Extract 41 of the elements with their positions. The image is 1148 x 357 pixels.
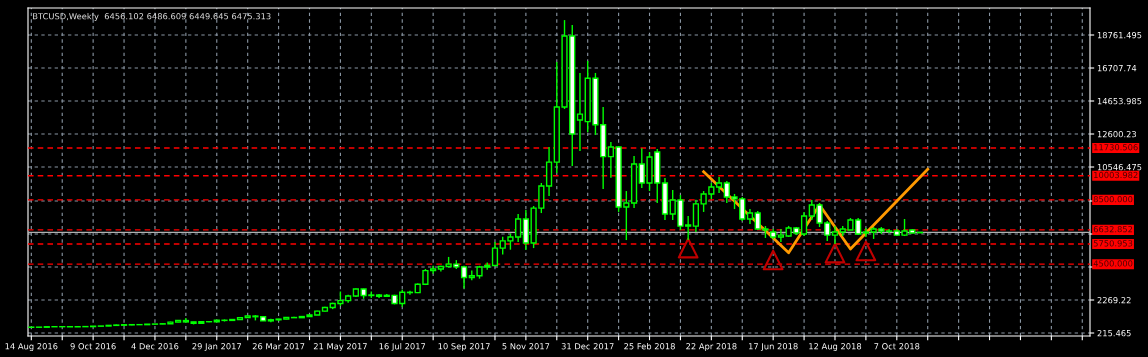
candlestick — [800, 211, 808, 237]
y-tick-label: 16707.74 — [1097, 64, 1137, 72]
x-tick-label: 21 May 2017 — [313, 343, 367, 352]
line-series — [702, 167, 930, 255]
ref-line-label: 6632.852 — [1093, 226, 1133, 233]
point — [824, 242, 846, 264]
y-tick-label: 10546.475 — [1097, 163, 1142, 171]
point — [855, 240, 877, 262]
candlestick — [545, 146, 553, 197]
candlestick — [491, 241, 499, 267]
x-tick-label: 31 Dec 2017 — [561, 343, 614, 350]
ref-line-label: 11730.506 — [1094, 144, 1138, 151]
x-tick-label: 9 Oct 2016 — [70, 343, 116, 350]
point — [677, 237, 699, 259]
ref-line-label: 8500.000 — [1093, 196, 1133, 203]
x-tick-label: 14 Aug 2016 — [5, 343, 58, 352]
y-tick-label: 12600.23 — [1097, 130, 1137, 138]
y-tick-label: 2269.22 — [1097, 296, 1131, 304]
candlestick — [862, 227, 870, 238]
x-tick-label: 26 Mar 2017 — [252, 343, 305, 350]
candlestick — [831, 225, 839, 245]
x-tick-label: 16 Jul 2017 — [379, 342, 426, 351]
x-tick-label: 17 Jun 2018 — [749, 343, 798, 351]
x-tick-label: 10 Sep 2017 — [438, 343, 490, 352]
x-tick-label: 22 Apr 2018 — [686, 343, 737, 352]
point — [762, 249, 784, 271]
x-tick-label: 25 Feb 2018 — [624, 342, 675, 350]
x-tick-label: 7 Oct 2018 — [874, 343, 920, 350]
y-tick-label: 18761.495 — [1097, 31, 1142, 39]
ref-line-label: 5750.953 — [1093, 240, 1133, 247]
x-tick-label: 4 Dec 2016 — [131, 343, 179, 350]
candlestick — [715, 176, 723, 194]
x-tick-label: 5 Nov 2017 — [502, 343, 550, 350]
text: BTCUSD,Weekly 6456.102 6486.609 6449.645 6475.313 — [33, 12, 271, 21]
x-tick-label: 12 Aug 2018 — [809, 343, 862, 352]
y-tick-label: 215.465 — [1097, 329, 1131, 337]
ref-line-label: 4500.000 — [1093, 260, 1133, 267]
ref-line-label: 10003.982 — [1094, 171, 1138, 179]
y-tick-label: 14653.985 — [1097, 97, 1142, 105]
x-tick-label: 29 Jan 2017 — [192, 343, 242, 351]
candlestick — [576, 72, 584, 152]
